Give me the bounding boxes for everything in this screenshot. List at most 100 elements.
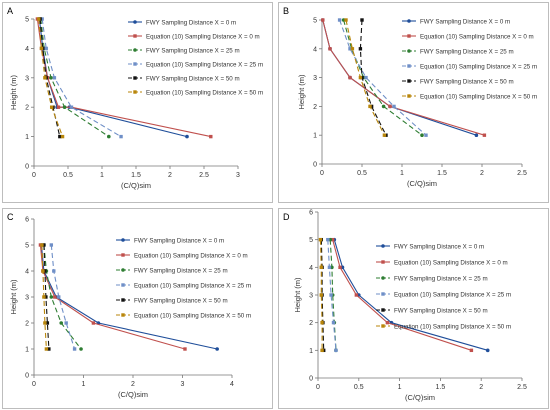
y-tick-label: 2 — [313, 104, 317, 111]
y-tick-label: 0 — [309, 376, 313, 383]
legend-marker — [133, 76, 137, 80]
x-tick-label: 1 — [398, 384, 402, 391]
y-tick-label: 1 — [25, 134, 29, 141]
x-tick-label: 2 — [479, 384, 483, 391]
legend-entry: Equation (10) Sampling Distance X = 50 m — [134, 312, 251, 319]
legend-entry: FWY Sampling Distance X = 25 m — [394, 275, 488, 282]
x-tick-label: 0.5 — [63, 172, 73, 179]
data-point — [56, 105, 61, 109]
data-point — [43, 76, 47, 80]
data-point — [350, 47, 355, 51]
x-tick-label: 2 — [168, 172, 172, 179]
legend-marker — [381, 260, 385, 264]
y-tick-label: 4 — [309, 265, 313, 272]
data-point — [319, 293, 323, 297]
x-tick-label: 1.5 — [131, 172, 141, 179]
data-point — [328, 47, 332, 51]
panel-label: C — [7, 212, 14, 222]
y-tick-label: 3 — [25, 295, 29, 302]
data-point — [368, 104, 372, 109]
x-tick-label: 1.5 — [436, 384, 446, 391]
y-axis-label: Height (m) — [293, 277, 302, 313]
y-axis-label: Height (m) — [297, 74, 306, 110]
x-tick-label: 4 — [230, 381, 234, 388]
data-point — [420, 133, 424, 137]
x-tick-label: 2.5 — [199, 172, 209, 179]
legend-entry: Equation (10) Sampling Distance X = 25 m — [146, 61, 263, 68]
data-point — [358, 47, 363, 51]
series-line-4 — [327, 239, 337, 351]
x-tick-label: 0.5 — [357, 170, 367, 177]
y-tick-label: 5 — [25, 243, 29, 250]
data-point — [40, 17, 44, 21]
y-tick-label: 3 — [25, 75, 29, 82]
data-point — [319, 265, 323, 270]
data-point — [320, 348, 324, 353]
data-point — [327, 265, 332, 270]
data-point — [119, 134, 123, 139]
data-point — [482, 133, 487, 137]
panel-A: A 0 0.5 1 1.5 2 2.5 3 0 1 2 3 4 5 (C/Q)sim Height (m) FW… — [2, 2, 273, 203]
x-tick-label: 0 — [32, 381, 36, 388]
data-point — [331, 320, 336, 325]
data-point — [107, 134, 111, 139]
panel-C: C 0 1 2 3 4 0 1 2 3 4 5 6 (C/Q)sim Height (m) FWY Sampl… — [2, 208, 273, 409]
legend-marker — [133, 34, 137, 38]
data-point — [318, 237, 323, 242]
legend-entry: Equation (10) Sampling Distance X = 50 m — [146, 89, 263, 96]
legend-marker — [407, 19, 411, 23]
y-tick-label: 5 — [313, 18, 317, 25]
data-point — [43, 269, 47, 273]
y-tick-label: 5 — [25, 17, 29, 24]
data-point — [47, 347, 51, 351]
data-point — [321, 18, 325, 22]
y-tick-label: 1 — [313, 133, 317, 140]
y-tick-label: 3 — [313, 75, 317, 82]
x-tick-label: 3 — [236, 172, 240, 179]
data-point — [49, 243, 54, 247]
data-point — [329, 293, 333, 297]
data-point — [41, 269, 45, 273]
legend-entry: FWY Sampling Distance X = 0 m — [146, 19, 236, 26]
legend-marker — [133, 20, 137, 24]
data-point — [183, 347, 187, 351]
legend-marker — [133, 48, 137, 52]
y-tick-label: 4 — [25, 46, 29, 53]
x-tick-label: 1.5 — [437, 170, 447, 177]
y-tick-label: 0 — [25, 373, 29, 380]
data-point — [40, 243, 44, 247]
x-tick-label: 3 — [181, 381, 185, 388]
legend-entry: Equation (10) Sampling Distance X = 0 m — [420, 33, 534, 40]
panel-D: D 0 0.5 1 1.5 2 2.5 0 1 2 3 4 5 6 (C/Q)sim Height (m) FW… — [278, 208, 549, 409]
legend-entry: FWY Sampling Distance X = 50 m — [134, 297, 228, 304]
data-point — [392, 104, 396, 109]
legend-marker — [381, 276, 385, 280]
legend-marker — [121, 238, 125, 242]
data-point — [469, 348, 474, 353]
data-point — [348, 47, 352, 51]
legend-entry: Equation (10) Sampling Distance X = 0 m — [146, 33, 260, 40]
x-axis-label: (C/Q)sim — [405, 393, 435, 402]
legend-marker — [121, 283, 125, 287]
legend-marker — [407, 64, 411, 68]
y-tick-label: 2 — [25, 105, 29, 112]
y-tick-label: 1 — [309, 348, 313, 355]
legend-entry: Equation (10) Sampling Distance X = 25 m — [134, 282, 251, 289]
legend-entry: Equation (10) Sampling Distance X = 50 m — [420, 93, 537, 100]
data-point — [338, 265, 342, 270]
x-tick-label: 0.5 — [354, 384, 364, 391]
data-point — [59, 321, 64, 325]
data-point — [330, 237, 335, 242]
series-line-3 — [343, 19, 423, 136]
x-tick-label: 1 — [100, 172, 104, 179]
data-point — [348, 75, 352, 80]
data-point — [44, 347, 49, 351]
data-point — [69, 105, 74, 109]
series-line-6 — [319, 239, 323, 351]
data-point — [382, 133, 387, 137]
data-point — [424, 133, 428, 137]
data-point — [79, 347, 83, 351]
legend-marker — [121, 313, 125, 317]
data-point — [62, 105, 67, 109]
legend-marker — [121, 253, 125, 257]
